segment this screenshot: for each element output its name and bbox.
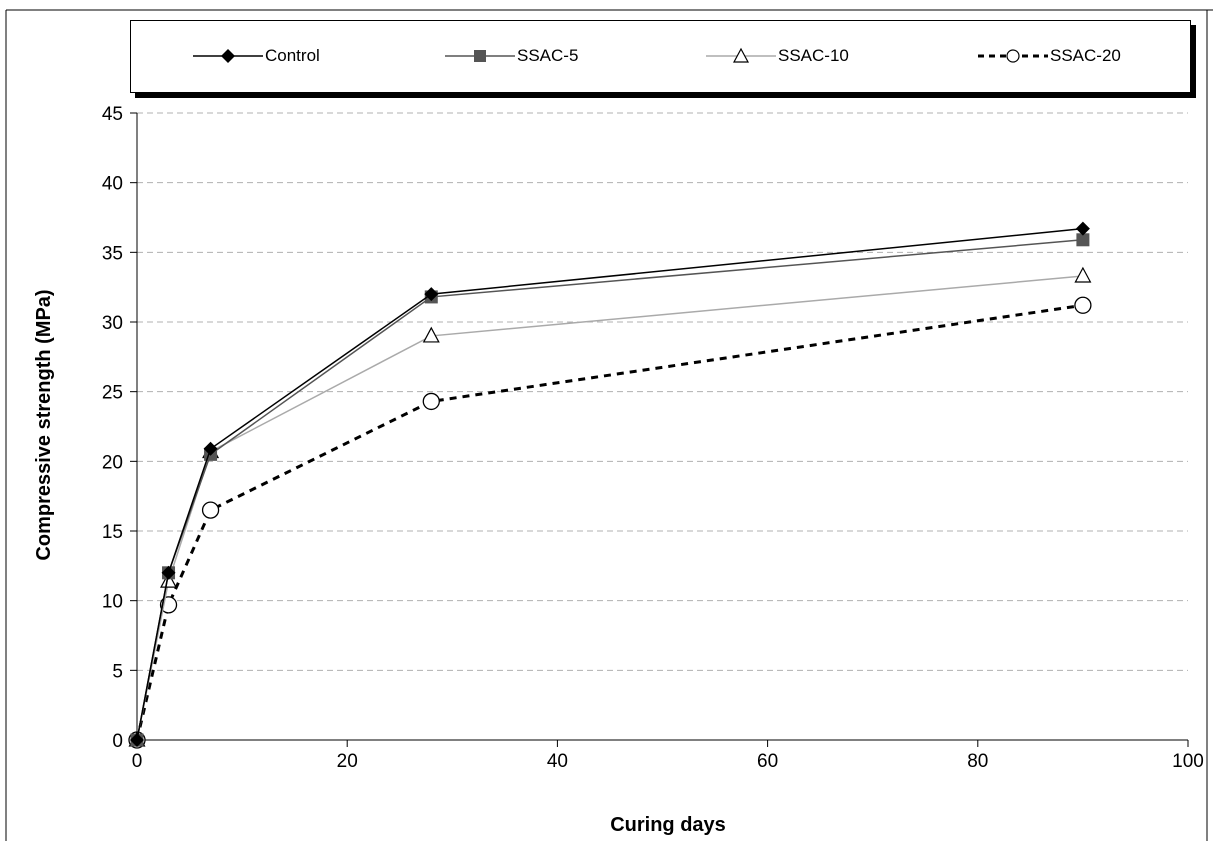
y-tick-label-5: 5 bbox=[112, 661, 123, 682]
gridlines bbox=[137, 112, 1188, 671]
legend-swatch-ssac-10 bbox=[706, 47, 776, 63]
legend-label-control: Control bbox=[265, 46, 320, 65]
point-ssac-20-28 bbox=[422, 392, 440, 411]
series-layer bbox=[128, 221, 1092, 749]
legend-label-ssac-10: SSAC-10 bbox=[778, 46, 849, 65]
legend-swatch-ssac-20 bbox=[978, 49, 1048, 63]
point-ssac-20-7 bbox=[201, 501, 220, 519]
x-tick-label-0: 0 bbox=[132, 751, 143, 772]
y-tick-label-15: 15 bbox=[102, 522, 123, 543]
point-ssac-10-3 bbox=[160, 571, 178, 588]
legend-swatch-control bbox=[193, 49, 263, 63]
y-tick-label-35: 35 bbox=[102, 243, 123, 264]
y-tick-label-20: 20 bbox=[102, 452, 123, 473]
point-ssac-10-28 bbox=[422, 326, 440, 343]
series-line-ssac-20 bbox=[135, 303, 1084, 741]
x-tick-label-60: 60 bbox=[757, 751, 778, 772]
x-tick-label-80: 80 bbox=[967, 751, 988, 772]
x-tick-label-20: 20 bbox=[337, 751, 358, 772]
x-tick-label-40: 40 bbox=[547, 751, 568, 772]
legend-label-ssac-5: SSAC-5 bbox=[517, 46, 579, 65]
y-tick-label-10: 10 bbox=[102, 592, 123, 613]
legend-label-ssac-20: SSAC-20 bbox=[1050, 46, 1121, 65]
y-tick-label-0: 0 bbox=[112, 731, 123, 752]
axes: 0 5 10 15 20 25 30 35 40 45 0 20 40 60 80 100 bbox=[102, 104, 1204, 772]
legend-swatch-ssac-5 bbox=[445, 50, 515, 62]
y-axis-title: Compressive strength (MPa) bbox=[33, 289, 55, 560]
x-tick-label-100: 100 bbox=[1172, 751, 1204, 772]
y-tick-label-40: 40 bbox=[102, 174, 123, 195]
x-axis-title: Curing days bbox=[610, 814, 726, 836]
series-line-control bbox=[136, 227, 1083, 741]
y-tick-label-45: 45 bbox=[102, 104, 123, 125]
point-control-0 bbox=[130, 733, 144, 747]
point-control-28 bbox=[424, 287, 439, 302]
point-control-3 bbox=[161, 565, 176, 580]
point-control-90 bbox=[1075, 221, 1090, 236]
legend: Control SSAC-5 SSAC-10 SSAC-20 bbox=[130, 20, 1191, 93]
point-ssac-10-90 bbox=[1074, 266, 1092, 283]
point-ssac-20-90 bbox=[1074, 296, 1092, 314]
y-tick-label-25: 25 bbox=[102, 383, 123, 404]
y-tick-label-30: 30 bbox=[102, 313, 123, 334]
point-control-7 bbox=[203, 441, 218, 456]
series-line-ssac-5 bbox=[136, 239, 1083, 741]
point-ssac-5-90 bbox=[1076, 233, 1090, 247]
